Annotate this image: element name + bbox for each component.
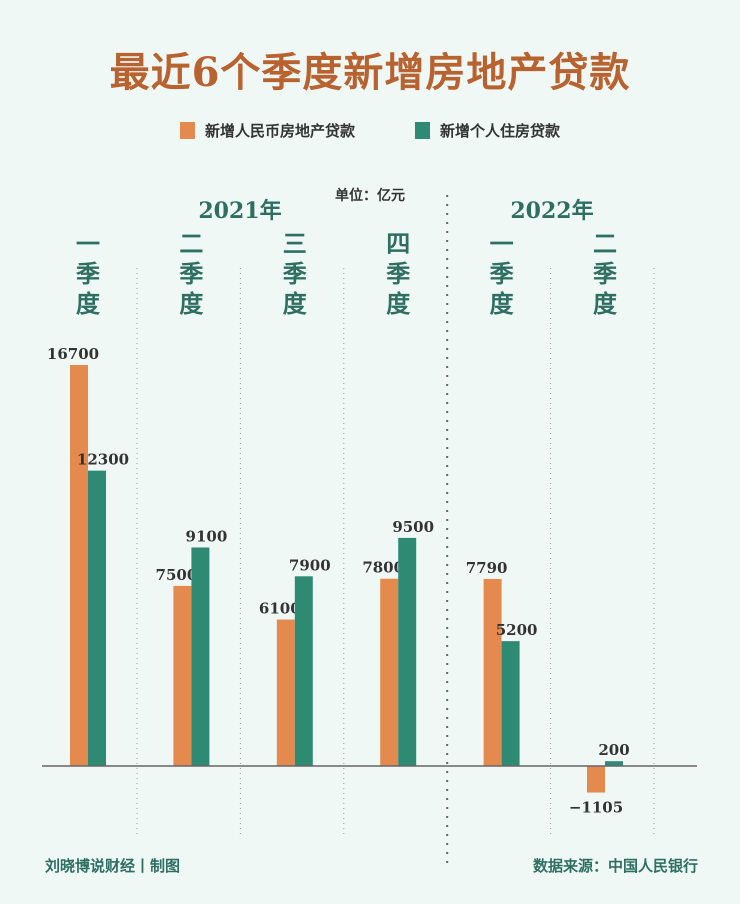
data-label: 7500 bbox=[156, 566, 198, 584]
bar-personal-housing bbox=[605, 761, 623, 766]
data-label: 7790 bbox=[466, 559, 508, 577]
bar-personal-housing bbox=[191, 547, 210, 766]
legend-swatch-teal bbox=[415, 122, 430, 139]
quarter-label: 度 bbox=[490, 289, 515, 318]
bar-rmb-real-estate bbox=[380, 578, 399, 766]
quarter-label: 四 bbox=[386, 229, 410, 258]
quarter-label: 季 bbox=[490, 259, 514, 288]
quarter-label: 季 bbox=[283, 259, 307, 288]
quarter-label: 一 bbox=[76, 229, 100, 258]
year-label: 2021年 bbox=[198, 198, 281, 224]
quarter-label: 季 bbox=[593, 259, 617, 288]
quarter-label: 二 bbox=[593, 229, 617, 258]
unit-label: 单位：亿元 bbox=[335, 188, 405, 204]
quarter-label: 季 bbox=[76, 259, 100, 288]
bar-rmb-real-estate bbox=[483, 578, 502, 766]
quarter-label: 一 bbox=[490, 229, 514, 258]
bar-personal-housing bbox=[398, 537, 417, 766]
bar-personal-housing bbox=[501, 641, 520, 766]
data-label: 9100 bbox=[186, 527, 228, 545]
bar-rmb-real-estate bbox=[70, 365, 88, 766]
quarter-label: 度 bbox=[593, 289, 618, 318]
footer-source: 数据来源：中国人民银行 bbox=[532, 857, 698, 875]
data-label: 12300 bbox=[77, 451, 129, 469]
data-label: −1105 bbox=[569, 799, 623, 817]
data-label: 6100 bbox=[259, 600, 301, 618]
data-label: 16700 bbox=[47, 345, 99, 363]
data-label: 5200 bbox=[496, 621, 538, 639]
legend-label: 新增个人住房贷款 bbox=[440, 122, 561, 140]
quarter-label: 季 bbox=[179, 259, 203, 288]
legend-item-rmb-real-estate: 新增人民币房地产贷款 bbox=[179, 120, 355, 141]
quarter-label: 度 bbox=[283, 289, 308, 318]
data-label: 7900 bbox=[289, 556, 331, 574]
legend-item-personal-housing: 新增个人住房贷款 bbox=[415, 120, 560, 141]
quarter-label: 季 bbox=[386, 259, 410, 288]
chart-title: 最近6个季度新增房地产贷款 bbox=[109, 49, 631, 96]
legend-swatch-orange bbox=[179, 122, 195, 139]
bar-rmb-real-estate bbox=[276, 619, 295, 766]
quarter-label: 三 bbox=[283, 229, 307, 258]
bar-personal-housing bbox=[88, 470, 106, 766]
bar-personal-housing bbox=[294, 576, 313, 766]
quarter-label: 二 bbox=[179, 229, 203, 258]
bar-rmb-real-estate bbox=[587, 766, 605, 793]
legend-label: 新增人民币房地产贷款 bbox=[204, 122, 355, 140]
data-label: 7800 bbox=[362, 559, 404, 577]
footer-credit: 刘晓博说财经丨制图 bbox=[45, 857, 181, 875]
quarter-label: 度 bbox=[76, 289, 101, 318]
year-label: 2022年 bbox=[510, 198, 593, 224]
quarter-label: 度 bbox=[386, 289, 411, 318]
quarter-label: 度 bbox=[179, 289, 204, 318]
data-label: 200 bbox=[598, 741, 629, 759]
bar-rmb-real-estate bbox=[173, 585, 192, 766]
legend: 新增人民币房地产贷款 新增个人住房贷款 bbox=[0, 120, 740, 141]
data-label: 9500 bbox=[392, 518, 434, 536]
